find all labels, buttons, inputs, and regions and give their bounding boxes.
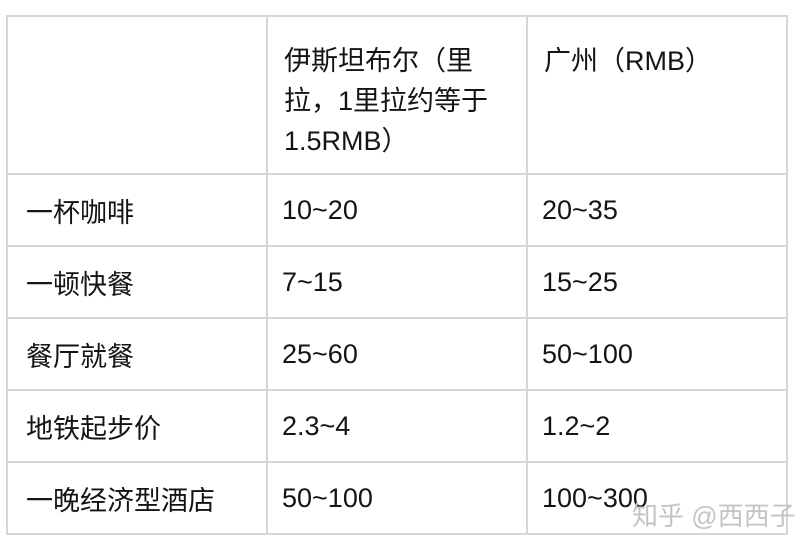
price-comparison-table: 伊斯坦布尔（里拉，1里拉约等于1.5RMB） 广州（RMB） 一杯咖啡 10~2… <box>6 15 788 535</box>
coffee-guangzhou-price: 20~35 <box>526 173 788 247</box>
fastfood-guangzhou-price: 15~25 <box>526 245 788 319</box>
table-row: 地铁起步价 2.3~4 1.2~2 <box>6 389 788 463</box>
row-label-coffee: 一杯咖啡 <box>6 173 268 247</box>
header-cell-istanbul: 伊斯坦布尔（里拉，1里拉约等于1.5RMB） <box>266 15 528 175</box>
header-row: 伊斯坦布尔（里拉，1里拉约等于1.5RMB） 广州（RMB） <box>6 15 788 175</box>
restaurant-istanbul-price: 25~60 <box>266 317 528 391</box>
coffee-istanbul-price: 10~20 <box>266 173 528 247</box>
price-comparison-table-container: 伊斯坦布尔（里拉，1里拉约等于1.5RMB） 广州（RMB） 一杯咖啡 10~2… <box>6 15 788 535</box>
hotel-guangzhou-price: 100~300 <box>526 461 788 535</box>
metro-guangzhou-price: 1.2~2 <box>526 389 788 463</box>
fastfood-istanbul-price: 7~15 <box>266 245 528 319</box>
header-cell-guangzhou: 广州（RMB） <box>526 15 788 175</box>
table-header: 伊斯坦布尔（里拉，1里拉约等于1.5RMB） 广州（RMB） <box>6 15 788 175</box>
header-cell-empty <box>6 15 268 175</box>
row-label-fastfood: 一顿快餐 <box>6 245 268 319</box>
row-label-metro: 地铁起步价 <box>6 389 268 463</box>
row-label-restaurant: 餐厅就餐 <box>6 317 268 391</box>
row-label-hotel: 一晚经济型酒店 <box>6 461 268 535</box>
table-row: 一顿快餐 7~15 15~25 <box>6 245 788 319</box>
table-row: 一晚经济型酒店 50~100 100~300 <box>6 461 788 535</box>
restaurant-guangzhou-price: 50~100 <box>526 317 788 391</box>
table-row: 餐厅就餐 25~60 50~100 <box>6 317 788 391</box>
hotel-istanbul-price: 50~100 <box>266 461 528 535</box>
metro-istanbul-price: 2.3~4 <box>266 389 528 463</box>
table-body: 一杯咖啡 10~20 20~35 一顿快餐 7~15 15~25 餐厅就餐 25… <box>6 173 788 535</box>
table-row: 一杯咖啡 10~20 20~35 <box>6 173 788 247</box>
